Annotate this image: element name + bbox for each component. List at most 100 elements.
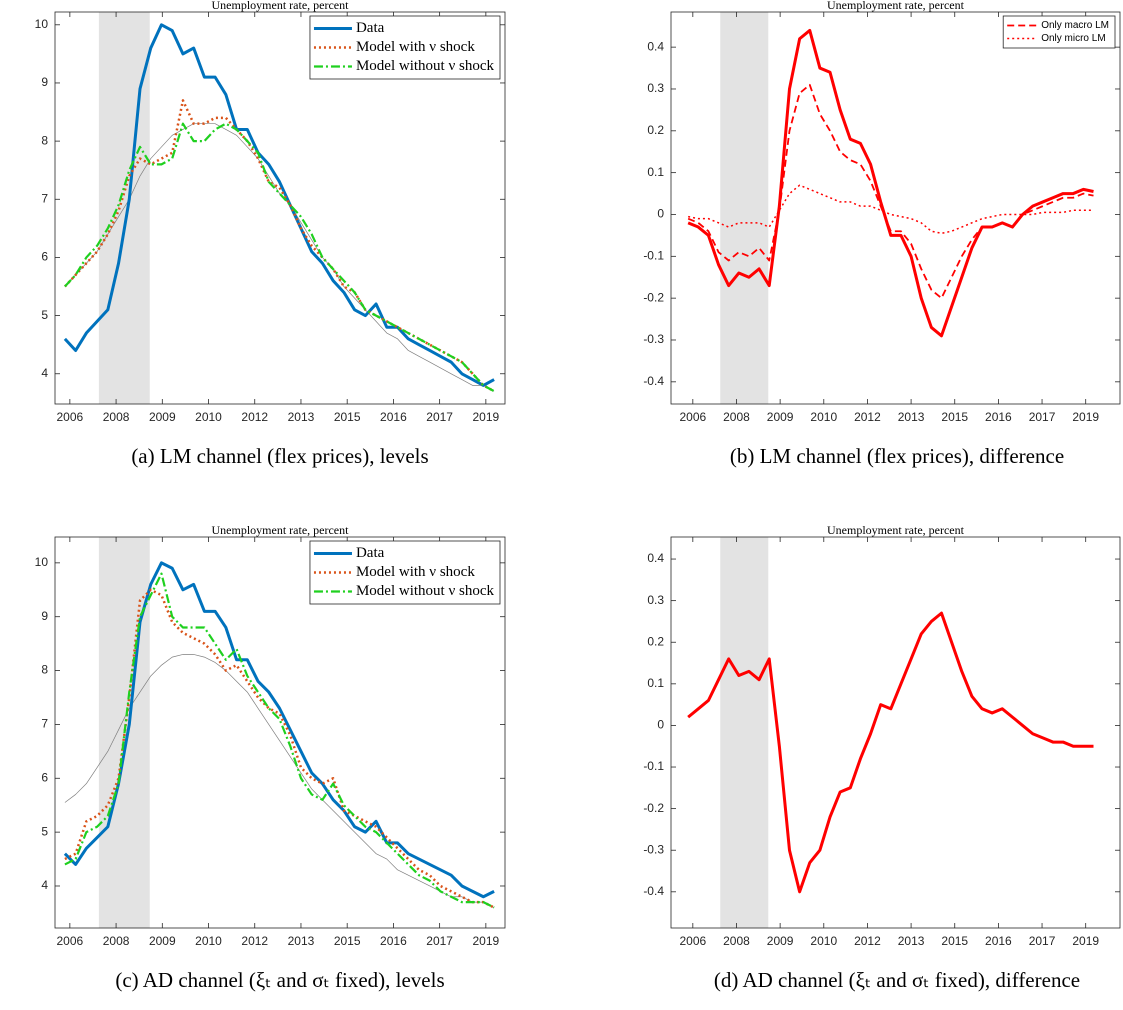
y-tick-label: 0 [657,718,664,732]
y-tick-label: 0.4 [647,39,664,53]
series-line [63,23,495,387]
y-tick-label: -0.4 [643,374,664,388]
legend-box [1002,15,1116,49]
series-line [687,611,1094,894]
x-tick-label: 2010 [810,410,837,424]
y-tick-label: 6 [41,770,48,784]
panel: 2006 2008 2009 2010 2012 2013 2015 2016 2017 2019… [35,523,506,992]
x-tick-label: 2017 [426,934,453,948]
y-tick-label: 4 [41,878,48,892]
y-tick-label: -0.2 [643,801,664,815]
y-tick-label: 10 [35,17,49,31]
series-line [64,588,495,909]
x-tick-label: 2012 [241,934,268,948]
y-tick-label: 5 [41,824,48,838]
y-tick-label: 9 [41,609,48,623]
x-tick-label: 2010 [195,934,222,948]
legend-label: Only macro LM [1041,20,1109,31]
y-tick-label: 6 [41,250,48,264]
x-tick-label: 2008 [103,410,130,424]
y-tick-label: 7 [41,191,48,205]
y-tick-label: 0.1 [647,165,664,179]
legend-label: Only micro LM [1041,33,1105,44]
series-line [687,83,1094,300]
x-tick-label: 2015 [941,410,968,424]
series-line [64,572,495,909]
y-tick-label: 0.4 [647,551,664,565]
legend-label: Model without ν shock [356,583,495,599]
recession-shade [98,12,150,404]
x-tick-label: 2016 [985,410,1012,424]
series-line [687,28,1094,338]
x-tick-label: 2012 [241,410,268,424]
legend-box [309,540,501,605]
y-tick-label: -0.3 [643,842,664,856]
caption: (a) LM channel (flex prices), levels [131,444,428,468]
x-tick-label: 2006 [679,410,706,424]
legend: Only macro LM Only micro LM [1002,15,1116,49]
x-tick-label: 2009 [767,934,794,948]
chart-title: Unemployment rate, percent [212,0,350,12]
legend: Data Model with ν shock Model without ν sh… [309,540,501,605]
x-tick-label: 2009 [149,934,176,948]
y-tick-label: 0.3 [647,81,664,95]
recession-shade [720,537,769,928]
legend-box [309,15,501,80]
x-tick-label: 2019 [1072,934,1099,948]
caption: (c) AD channel (ξₜ and σₜ fixed), levels [115,968,444,992]
x-tick-label: 2008 [103,934,130,948]
x-tick-label: 2016 [380,934,407,948]
x-tick-label: 2016 [985,934,1012,948]
chart-title: Unemployment rate, percent [827,0,965,12]
y-tick-label: -0.3 [643,332,664,346]
y-tick-label: 8 [41,133,48,147]
legend: Data Model with ν shock Model without ν sh… [309,15,501,80]
plot-frame [670,11,1121,405]
x-tick-label: 2013 [288,410,315,424]
chart-title: Unemployment rate, percent [212,523,350,537]
series-line [64,654,495,908]
y-tick-label: 9 [41,75,48,89]
chart-title: Unemployment rate, percent [827,523,965,537]
panel: 2006 2008 2009 2010 2012 2013 2015 2016 2017 2019… [643,523,1121,992]
y-tick-label: -0.1 [643,759,664,773]
legend-label: Model with ν shock [356,39,475,55]
x-tick-label: 2015 [334,410,361,424]
x-tick-label: 2006 [57,934,84,948]
x-tick-label: 2012 [854,410,881,424]
x-tick-label: 2013 [898,934,925,948]
plot-frame [670,536,1121,929]
x-tick-label: 2019 [472,410,499,424]
x-tick-label: 2013 [288,934,315,948]
y-tick-label: 8 [41,663,48,677]
y-tick-label: 0.2 [647,634,664,648]
y-tick-label: -0.1 [643,248,664,262]
plot-frame [54,536,506,929]
x-tick-label: 2010 [195,410,222,424]
x-tick-label: 2006 [57,410,84,424]
x-tick-label: 2016 [380,410,407,424]
x-tick-label: 2009 [149,410,176,424]
series-line [687,184,1094,235]
x-tick-label: 2006 [679,934,706,948]
y-tick-label: 4 [41,366,48,380]
x-tick-label: 2013 [898,410,925,424]
series-line [64,123,495,392]
series-line [64,122,495,393]
x-tick-label: 2019 [472,934,499,948]
y-tick-label: 0.3 [647,593,664,607]
y-tick-label: 0.2 [647,123,664,137]
legend-label: Model without ν shock [356,58,495,74]
y-tick-label: 5 [41,308,48,322]
plot-frame [54,11,506,405]
x-tick-label: 2008 [723,934,750,948]
x-tick-label: 2015 [334,934,361,948]
x-tick-label: 2008 [723,410,750,424]
x-tick-label: 2015 [941,934,968,948]
y-tick-label: 10 [35,555,49,569]
panel: 2006 2008 2009 2010 2012 2013 2015 2016 2017 2019… [35,0,506,468]
legend-label: Data [356,545,385,561]
caption: (b) LM channel (flex prices), difference [730,444,1064,468]
x-tick-label: 2012 [854,934,881,948]
